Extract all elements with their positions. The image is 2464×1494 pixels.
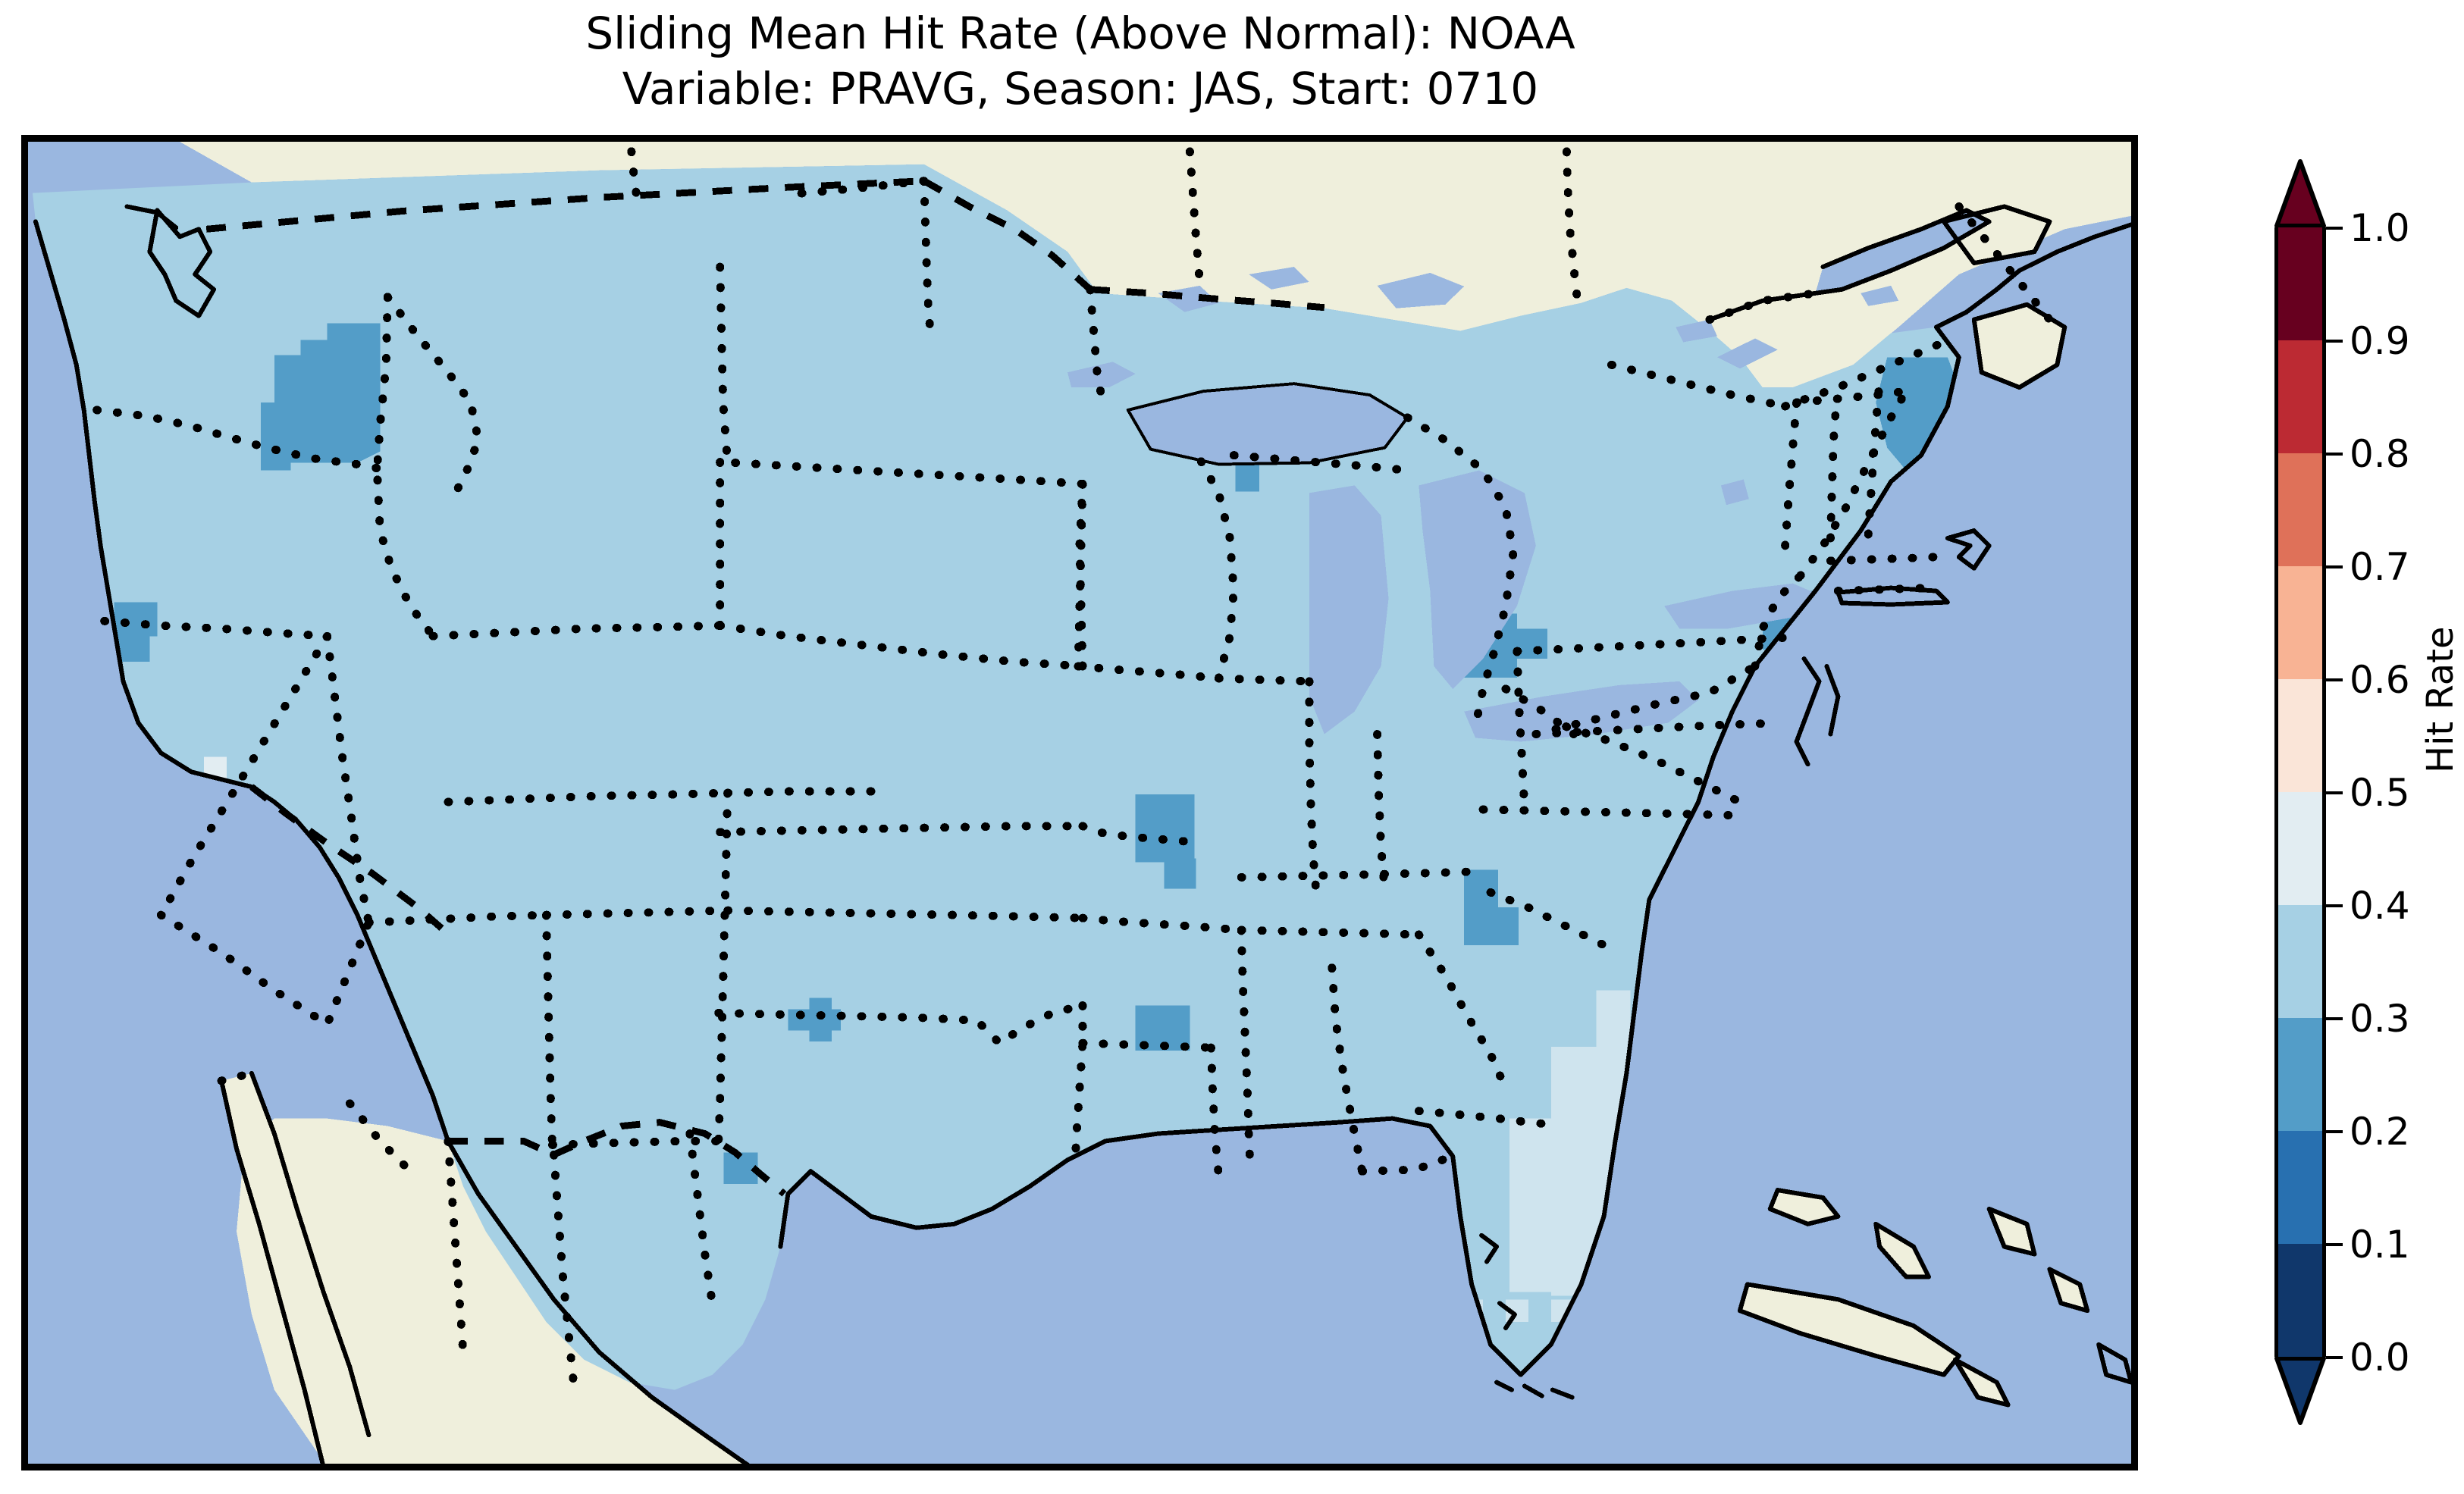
land-nodata-layer <box>174 139 2134 1467</box>
bahamas-far <box>2049 1269 2088 1311</box>
lake-ontario <box>1664 583 1820 629</box>
colorbar: 1.0 0.9 0.8 0.7 0.6 0.5 0.4 0.3 0.2 0.1 … <box>2271 121 2464 1425</box>
colorbar-tick <box>2326 453 2343 456</box>
colorbar-tick <box>2326 678 2343 681</box>
colorbar-segment <box>2274 453 2326 566</box>
colorbar-tick-label: 0.9 <box>2350 319 2410 363</box>
baja-california <box>221 1073 369 1467</box>
colorbar-extend-arrow-top <box>2274 159 2326 227</box>
country-border-layer <box>205 177 1325 1197</box>
hispaniola-west <box>1955 1359 2008 1405</box>
colorbar-tick-label: 0.2 <box>2350 1110 2410 1154</box>
colorbar-segment <box>2274 1131 2326 1244</box>
cuba-landmass <box>1739 1284 1959 1375</box>
colorbar-axis-label: Hit Rate <box>2419 626 2462 773</box>
colorbar-segment <box>2274 792 2326 905</box>
lake-huron <box>1419 470 1536 689</box>
map-heatmap-canvas <box>25 139 2134 1467</box>
colorbar-segment <box>2274 340 2326 453</box>
colorbar-tick-label: 0.7 <box>2350 545 2410 589</box>
colorbar-outline <box>2274 227 2326 1357</box>
colorbar-segment <box>2274 679 2326 792</box>
colorbar-tick-label: 1.0 <box>2350 206 2410 250</box>
colorbar-tick-label: 0.0 <box>2350 1336 2410 1380</box>
map-axes <box>21 135 2138 1471</box>
colorbar-tick <box>2326 1130 2343 1133</box>
mexico-landmass <box>236 1118 751 1467</box>
colorbar-tick <box>2326 1243 2343 1246</box>
nova-scotia <box>1973 304 2065 388</box>
colorbar-tick <box>2326 565 2343 568</box>
colorbar-tick-label: 0.3 <box>2350 997 2410 1041</box>
river-branch <box>1716 338 1778 369</box>
rivers-layer <box>1716 210 1989 369</box>
figure-title: Sliding Mean Hit Rate (Above Normal): NO… <box>0 6 2161 117</box>
colorbar-segment <box>2274 227 2326 340</box>
colorbar-tick <box>2326 227 2343 230</box>
bahamas-east <box>1876 1223 1929 1277</box>
bahamas-southeast <box>1989 1208 2035 1254</box>
colorbar-segment <box>2274 1244 2326 1357</box>
lake-of-the-woods <box>1067 362 1136 388</box>
lake-michigan <box>1309 485 1389 734</box>
colorbar-tick-label: 0.6 <box>2350 658 2410 702</box>
title-line-primary: Sliding Mean Hit Rate (Above Normal): NO… <box>585 8 1575 59</box>
colorbar-body <box>2274 227 2326 1357</box>
colorbar-tick-label: 0.1 <box>2350 1223 2410 1267</box>
colorbar-tick-label: 0.4 <box>2350 884 2410 928</box>
colorbar-tick-label: 0.8 <box>2350 432 2410 476</box>
colorbar-segment <box>2274 1018 2326 1131</box>
coastline-layer <box>33 204 2134 1467</box>
colorbar-segment <box>2274 566 2326 679</box>
colorbar-tick-label: 0.5 <box>2350 771 2410 815</box>
colorbar-tick <box>2326 1356 2343 1359</box>
colorbar-tick <box>2326 791 2343 794</box>
st-lawrence-river <box>1815 210 1989 293</box>
colorbar-segment <box>2274 905 2326 1018</box>
lake-small-d <box>1720 479 1749 506</box>
colorbar-tick <box>2326 904 2343 907</box>
state-border-layer <box>92 139 2054 1402</box>
colorbar-tick <box>2326 1017 2343 1020</box>
map-frame-border <box>25 139 2134 1467</box>
lake-small-b <box>1861 285 1899 306</box>
lake-superior <box>1127 384 1408 465</box>
colorbar-tick <box>2326 340 2343 343</box>
colorbar-extend-arrow-bottom <box>2274 1357 2326 1425</box>
title-line-secondary: Variable: PRAVG, Season: JAS, Start: 071… <box>622 63 1539 115</box>
lake-small-c <box>1676 319 1717 343</box>
lake-small-a <box>1249 267 1309 290</box>
lake-nipigon <box>1377 272 1465 309</box>
canada-landmass <box>174 139 2134 388</box>
